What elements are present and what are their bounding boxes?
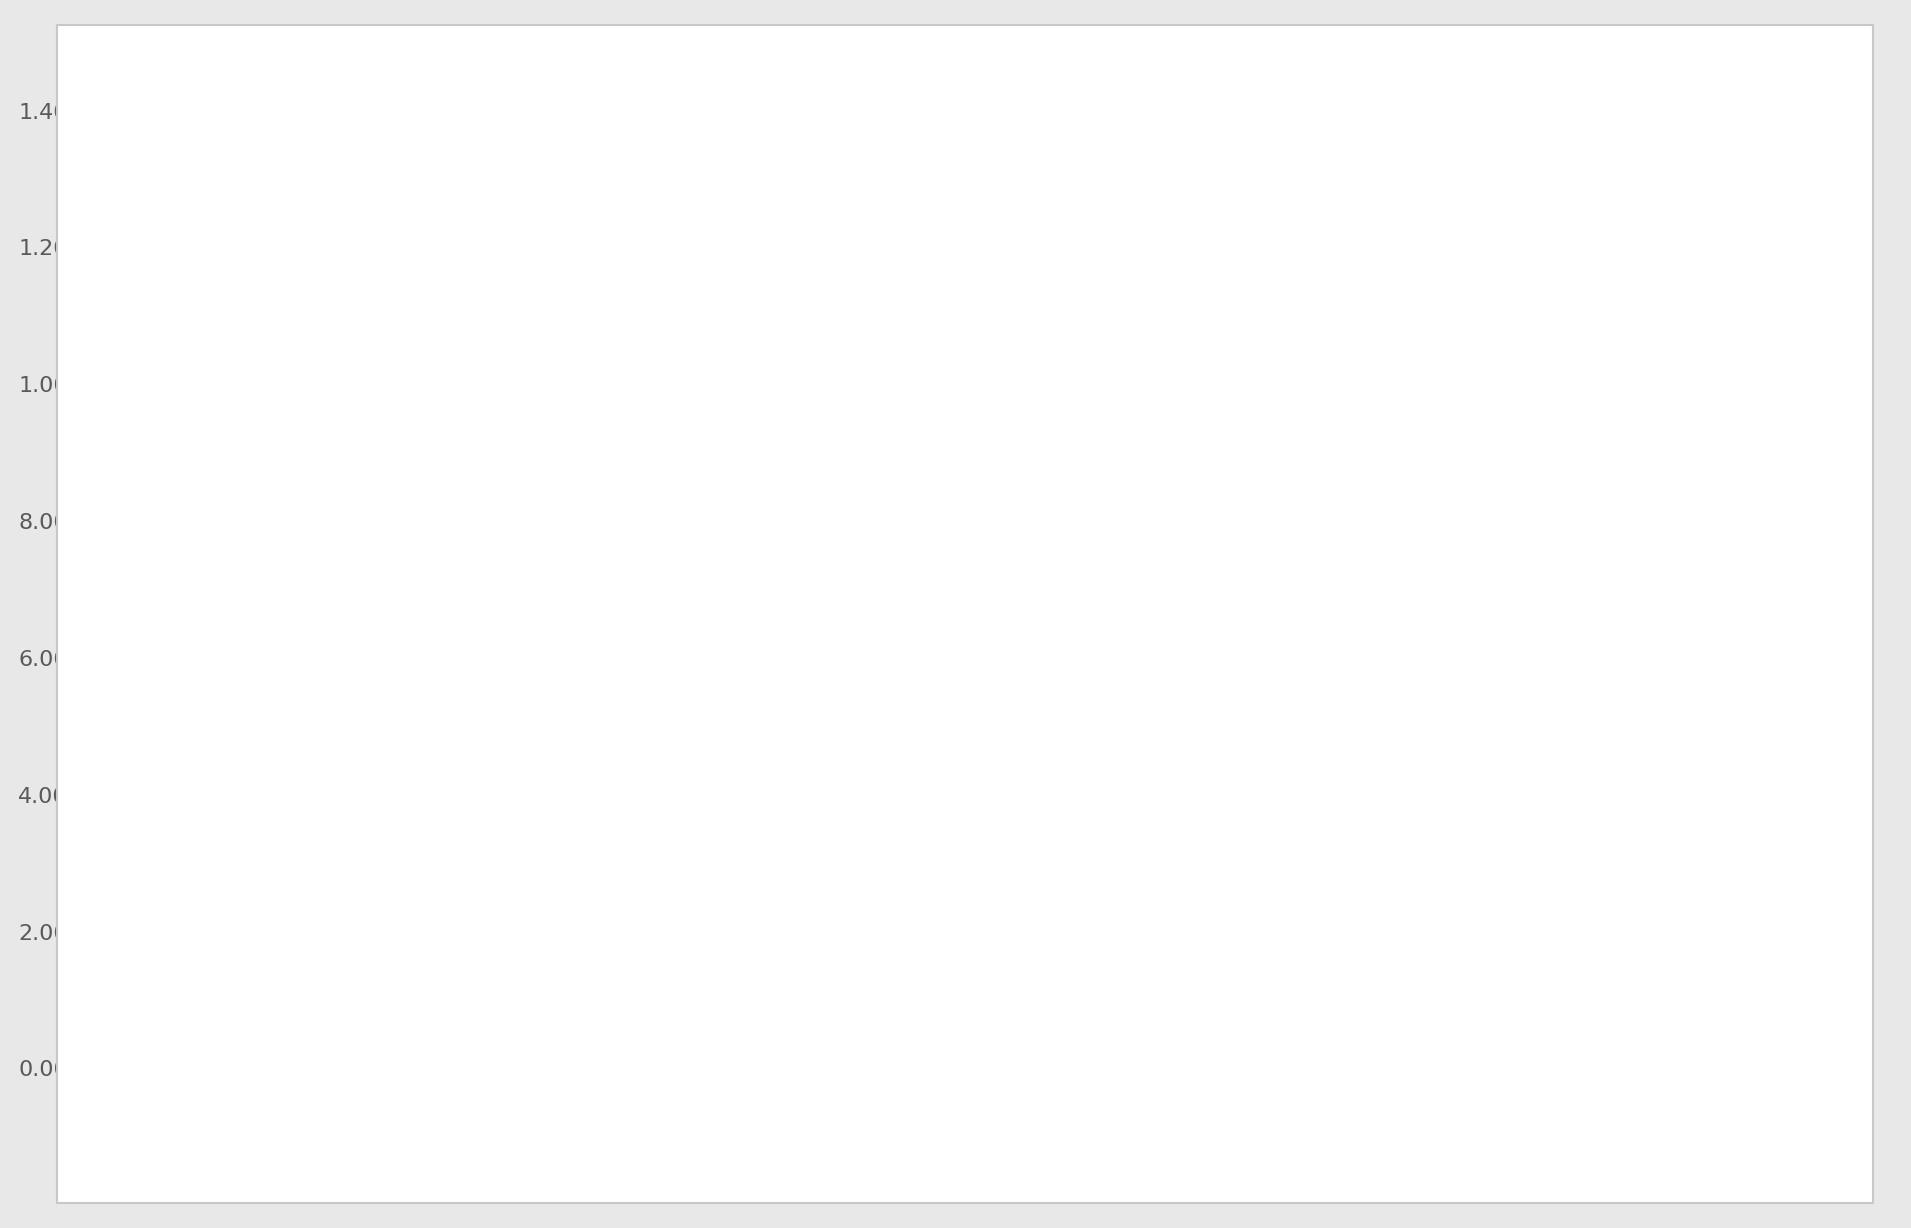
Title: Methane Emissions in 2012  (in Equivalent tons of CO2): Methane Emissions in 2012 (in Equivalent… xyxy=(491,59,1496,92)
Bar xyxy=(703,990,793,1068)
Bar xyxy=(1521,1040,1611,1068)
Bar xyxy=(1359,1029,1449,1068)
Bar xyxy=(212,271,302,1068)
Bar xyxy=(868,1003,957,1068)
Bar xyxy=(1030,1017,1120,1068)
Bar xyxy=(539,860,629,1068)
Bar xyxy=(1194,1025,1284,1068)
Bar xyxy=(376,693,466,1068)
Bar xyxy=(1686,1044,1775,1068)
